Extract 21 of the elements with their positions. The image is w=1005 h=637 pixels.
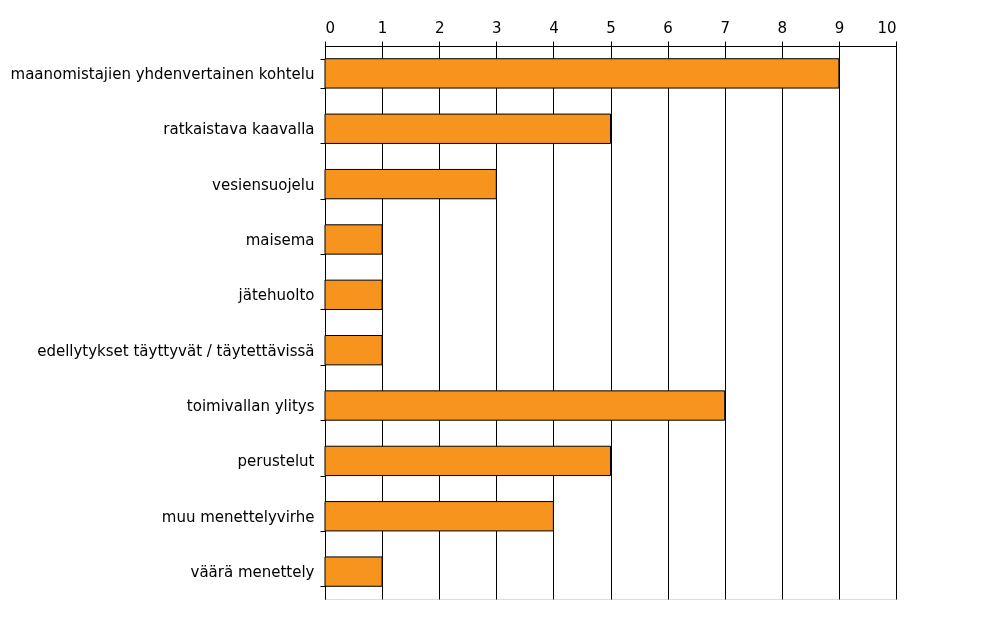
x-tick-label: 3 [492,18,502,37]
x-tick-label: 8 [777,18,788,37]
y-tick-label: maisema [245,230,315,249]
y-tick-label: jätehuolto [237,286,315,305]
y-tick-label: edellytykset täyttyvät / täytettävissä [37,341,315,360]
y-tick-label: maanomistajien yhdenvertainen kohtelu [10,64,315,83]
y-tick-label: toimivallan ylitys [186,397,315,416]
y-tick-label: muu menettelyvirhe [161,507,315,526]
x-tick-label: 0 [325,18,336,37]
x-tick-label: 10 [877,18,897,37]
x-tick-label: 6 [663,18,673,37]
x-tick-label: 4 [549,18,559,37]
x-tick-label: 9 [834,18,845,37]
x-tick-label: 1 [377,18,388,37]
y-tick-label: väärä menettely [190,563,315,582]
x-tick-label: 5 [606,18,616,37]
y-tick-label: ratkaistava kaavalla [163,120,315,139]
x-tick-label: 2 [434,18,445,37]
y-tick-label: vesiensuojelu [212,175,315,194]
y-tick-label: perustelut [237,452,315,471]
x-tick-label: 7 [720,18,730,37]
